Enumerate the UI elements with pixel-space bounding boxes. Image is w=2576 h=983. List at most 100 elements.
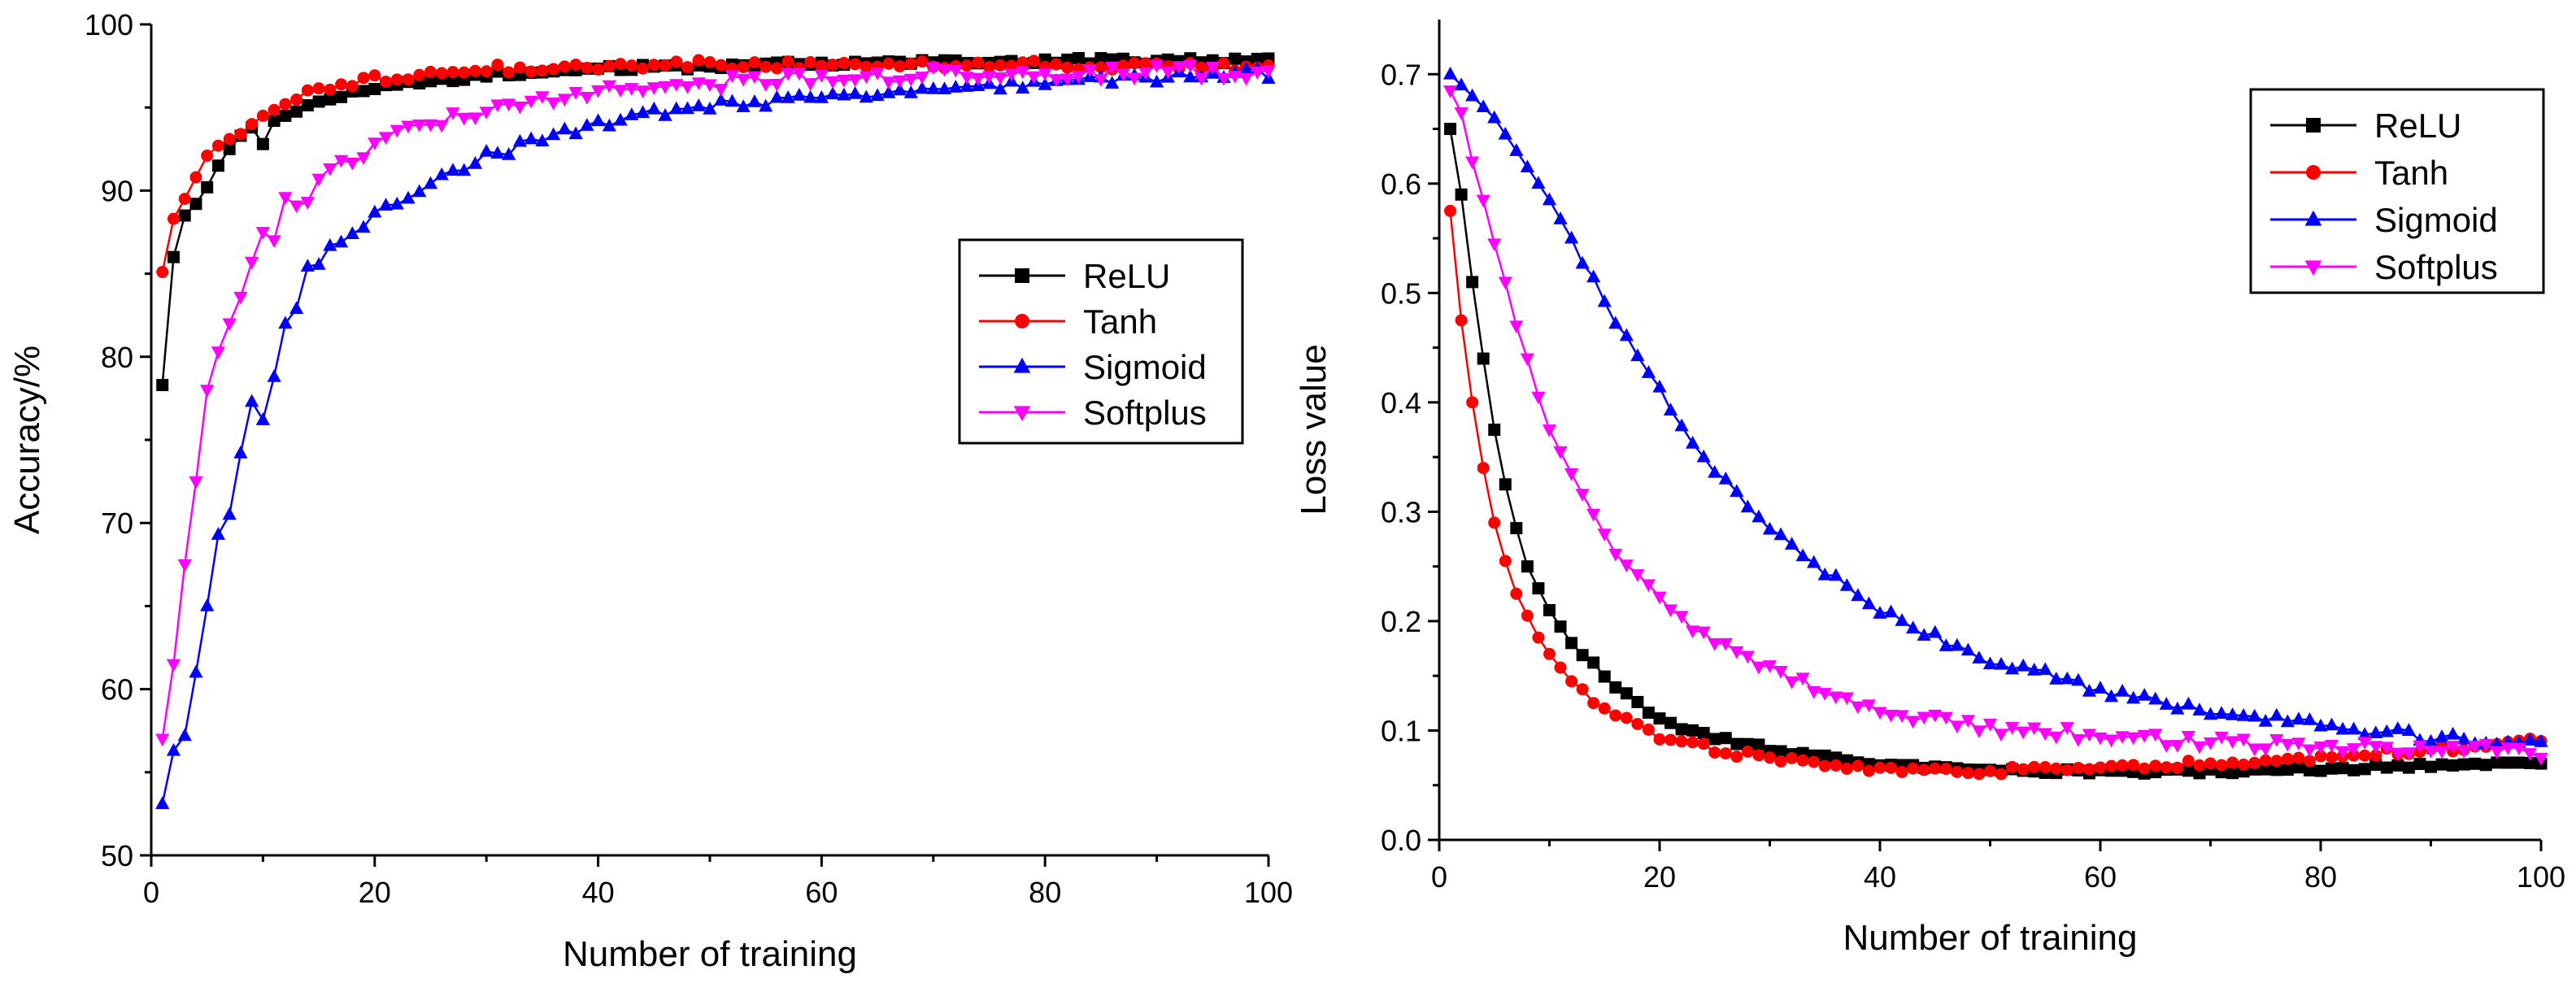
tanh-point [2094, 761, 2107, 774]
y-tick-label: 70 [101, 507, 133, 540]
tanh-point [815, 59, 828, 72]
sigmoid-point [333, 234, 349, 248]
sigmoid-point [200, 598, 215, 611]
softplus-point [1026, 71, 1042, 85]
sigmoid-point [368, 204, 382, 218]
softplus-point [747, 71, 762, 85]
legend-label-relu: ReLU [1083, 257, 1170, 295]
softplus-point [1619, 559, 1634, 573]
softplus-point [993, 72, 1007, 85]
softplus-point [1773, 666, 1788, 679]
relu-point [1653, 712, 1666, 725]
tanh-point [581, 61, 594, 74]
softplus-point [2347, 743, 2361, 756]
sigmoid-point [546, 127, 561, 141]
sigmoid-point [401, 190, 416, 204]
relu-point [1072, 52, 1085, 65]
softplus-point [535, 91, 550, 105]
softplus-point [703, 79, 717, 93]
sigmoid-point [2016, 658, 2030, 672]
softplus-point [2302, 744, 2317, 758]
softplus-point [1972, 725, 1986, 738]
tanh-point [1466, 396, 1479, 409]
softplus-point [401, 120, 416, 134]
tanh-point [1818, 759, 1831, 772]
tanh-point [2072, 761, 2085, 774]
tanh-point [290, 94, 303, 107]
sigmoid-point [2137, 687, 2152, 701]
y-tick-label: 0.7 [1381, 58, 1421, 91]
sigmoid-point [1238, 62, 1254, 75]
softplus-point [1883, 709, 1899, 723]
tanh-point [1094, 61, 1107, 74]
relu-point [1510, 522, 1523, 535]
tanh-point [468, 64, 481, 77]
softplus-point [2490, 746, 2504, 759]
y-tick-label: 60 [101, 673, 133, 707]
tanh-point [659, 59, 672, 72]
softplus-point [2192, 741, 2207, 755]
softplus-point [959, 72, 974, 85]
relu-point [1818, 749, 1831, 762]
softplus-point [1060, 73, 1075, 87]
sigmoid-point [714, 93, 729, 106]
tanh-point [703, 56, 716, 69]
relu-point [1455, 188, 1468, 201]
sigmoid-point [769, 89, 785, 103]
sigmoid-point [1652, 379, 1667, 393]
legend-marker-relu [2306, 118, 2321, 133]
softplus-point [1873, 707, 1887, 720]
softplus-point [1718, 637, 1733, 651]
sigmoid-point [2236, 707, 2251, 721]
softplus-point [825, 76, 840, 89]
tanh-point [960, 59, 973, 72]
softplus-point [289, 200, 304, 214]
relu-point [167, 250, 180, 263]
legend-marker-tanh [2306, 165, 2321, 180]
tanh-point [2171, 761, 2184, 774]
softplus-point [546, 97, 561, 111]
sigmoid-point [568, 126, 583, 140]
sigmoid-point [2280, 714, 2295, 728]
sigmoid-point [915, 80, 929, 94]
softplus-point [1597, 528, 1612, 542]
relu-point [1521, 560, 1534, 573]
legend-marker-tanh [1015, 314, 1029, 328]
sigmoid-point [2181, 696, 2196, 710]
relu-point [1642, 707, 1655, 720]
tanh-point [781, 55, 794, 68]
sigmoid-point [2269, 707, 2284, 721]
softplus-point [278, 192, 293, 205]
relu-point [2435, 758, 2448, 771]
softplus-point [2534, 752, 2548, 766]
x-tick-label: 80 [2304, 860, 2337, 894]
softplus-point [2181, 731, 2196, 744]
tanh-point [1027, 54, 1040, 67]
softplus-point [1861, 699, 1877, 713]
sigmoid-point [289, 301, 304, 315]
tanh-point [558, 60, 571, 73]
softplus-point [1476, 194, 1490, 208]
softplus-point [1261, 65, 1276, 79]
softplus-point [512, 101, 528, 115]
softplus-point [2148, 729, 2163, 742]
sigmoid-point [1487, 110, 1502, 124]
tanh-point [647, 59, 660, 72]
tanh-point [1609, 709, 1622, 722]
tanh-point [1697, 737, 1710, 750]
softplus-point [1553, 446, 1568, 459]
softplus-point [2401, 747, 2417, 761]
tanh-point [2182, 755, 2195, 768]
relu-point [1774, 745, 1787, 758]
tanh-point [1664, 733, 1677, 746]
sigmoid-point [1883, 604, 1899, 618]
softplus-point [2456, 745, 2471, 759]
relu-point [2402, 761, 2415, 774]
softplus-point [1149, 60, 1164, 73]
sigmoid-point [2435, 729, 2449, 742]
softplus-point [1454, 107, 1469, 120]
softplus-point [971, 72, 986, 86]
softplus-point [222, 318, 237, 332]
sigmoid-point [1861, 596, 1877, 610]
tanh-point [480, 65, 493, 78]
